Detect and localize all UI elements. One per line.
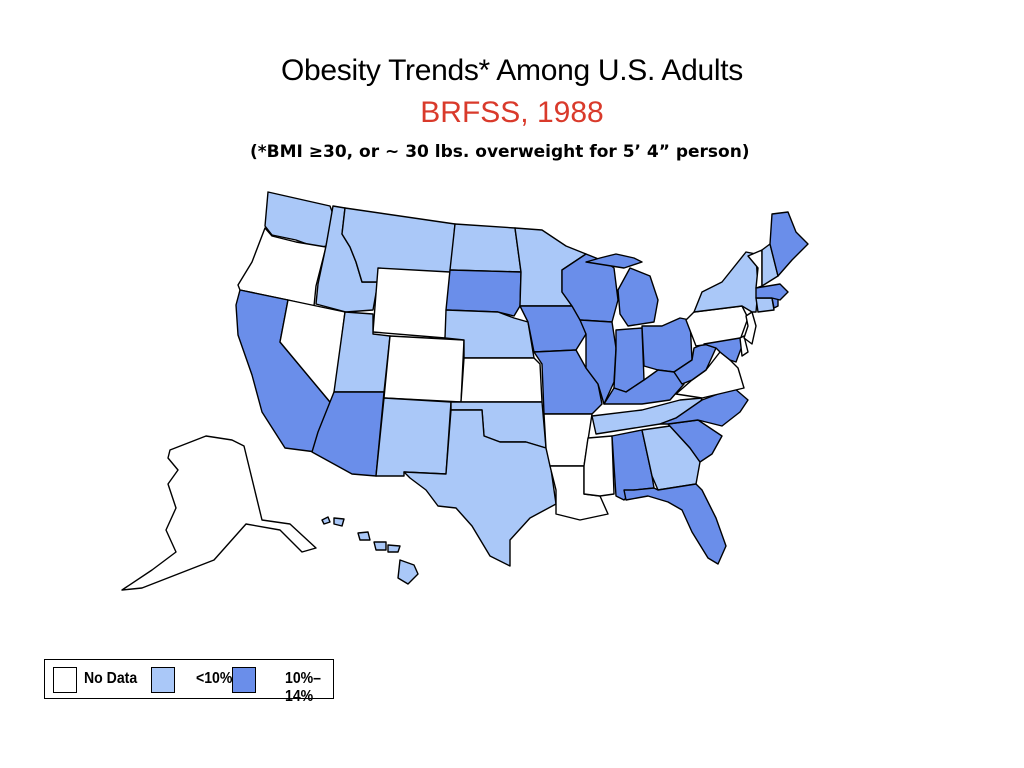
state-HI	[321, 516, 419, 585]
map-legend: No Data <10% 10%–14%	[44, 659, 334, 705]
state-WI	[561, 253, 619, 323]
state-ND	[449, 223, 522, 273]
state-MO	[533, 349, 603, 415]
state-DE	[739, 335, 749, 357]
state-MA	[755, 283, 789, 301]
state-OH	[641, 317, 693, 373]
state-NM	[375, 397, 452, 477]
state-AK	[121, 435, 317, 591]
state-FL	[623, 483, 727, 565]
legend-swatch-no-data	[53, 667, 77, 693]
state-ME	[769, 211, 809, 277]
legend-label-no-data: No Data	[84, 670, 138, 687]
legend-label-10-14: 10%–14%	[285, 670, 322, 705]
state-NY	[693, 251, 759, 313]
state-WY	[372, 267, 451, 339]
map-subtitle: BRFSS, 1988	[420, 96, 604, 129]
state-SD	[445, 269, 522, 317]
map-title: Obesity Trends* Among U.S. Adults	[281, 54, 743, 87]
state-KS	[460, 357, 543, 403]
bmi-footnote: (*BMI ≥30, or ~ 30 lbs. overweight for 5…	[250, 142, 750, 162]
legend-swatch-under-10	[151, 667, 175, 693]
state-TX	[403, 409, 557, 567]
state-NC	[659, 387, 749, 427]
state-CT	[755, 297, 775, 313]
state-CO	[383, 335, 465, 403]
state-MI	[585, 253, 659, 327]
legend-label-under-10: <10%	[196, 670, 233, 687]
state-VT	[747, 249, 763, 289]
state-MS	[583, 435, 615, 497]
legend-swatch-10-14	[232, 667, 256, 693]
state-KY	[603, 369, 685, 405]
state-NJ	[743, 311, 757, 345]
